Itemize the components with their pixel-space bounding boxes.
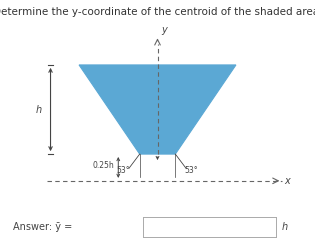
Text: h: h [282,222,288,232]
Text: Answer: ȳ =: Answer: ȳ = [13,222,72,232]
Text: 0.25h: 0.25h [93,161,115,170]
Text: 53°: 53° [117,167,130,175]
Polygon shape [79,65,236,154]
Text: h: h [36,104,42,114]
Text: 53°: 53° [185,167,198,175]
Text: y: y [161,25,167,35]
Text: x: x [284,176,290,186]
Text: Determine the y-coordinate of the centroid of the shaded area.: Determine the y-coordinate of the centro… [0,7,315,17]
Text: 1: 1 [129,222,137,232]
